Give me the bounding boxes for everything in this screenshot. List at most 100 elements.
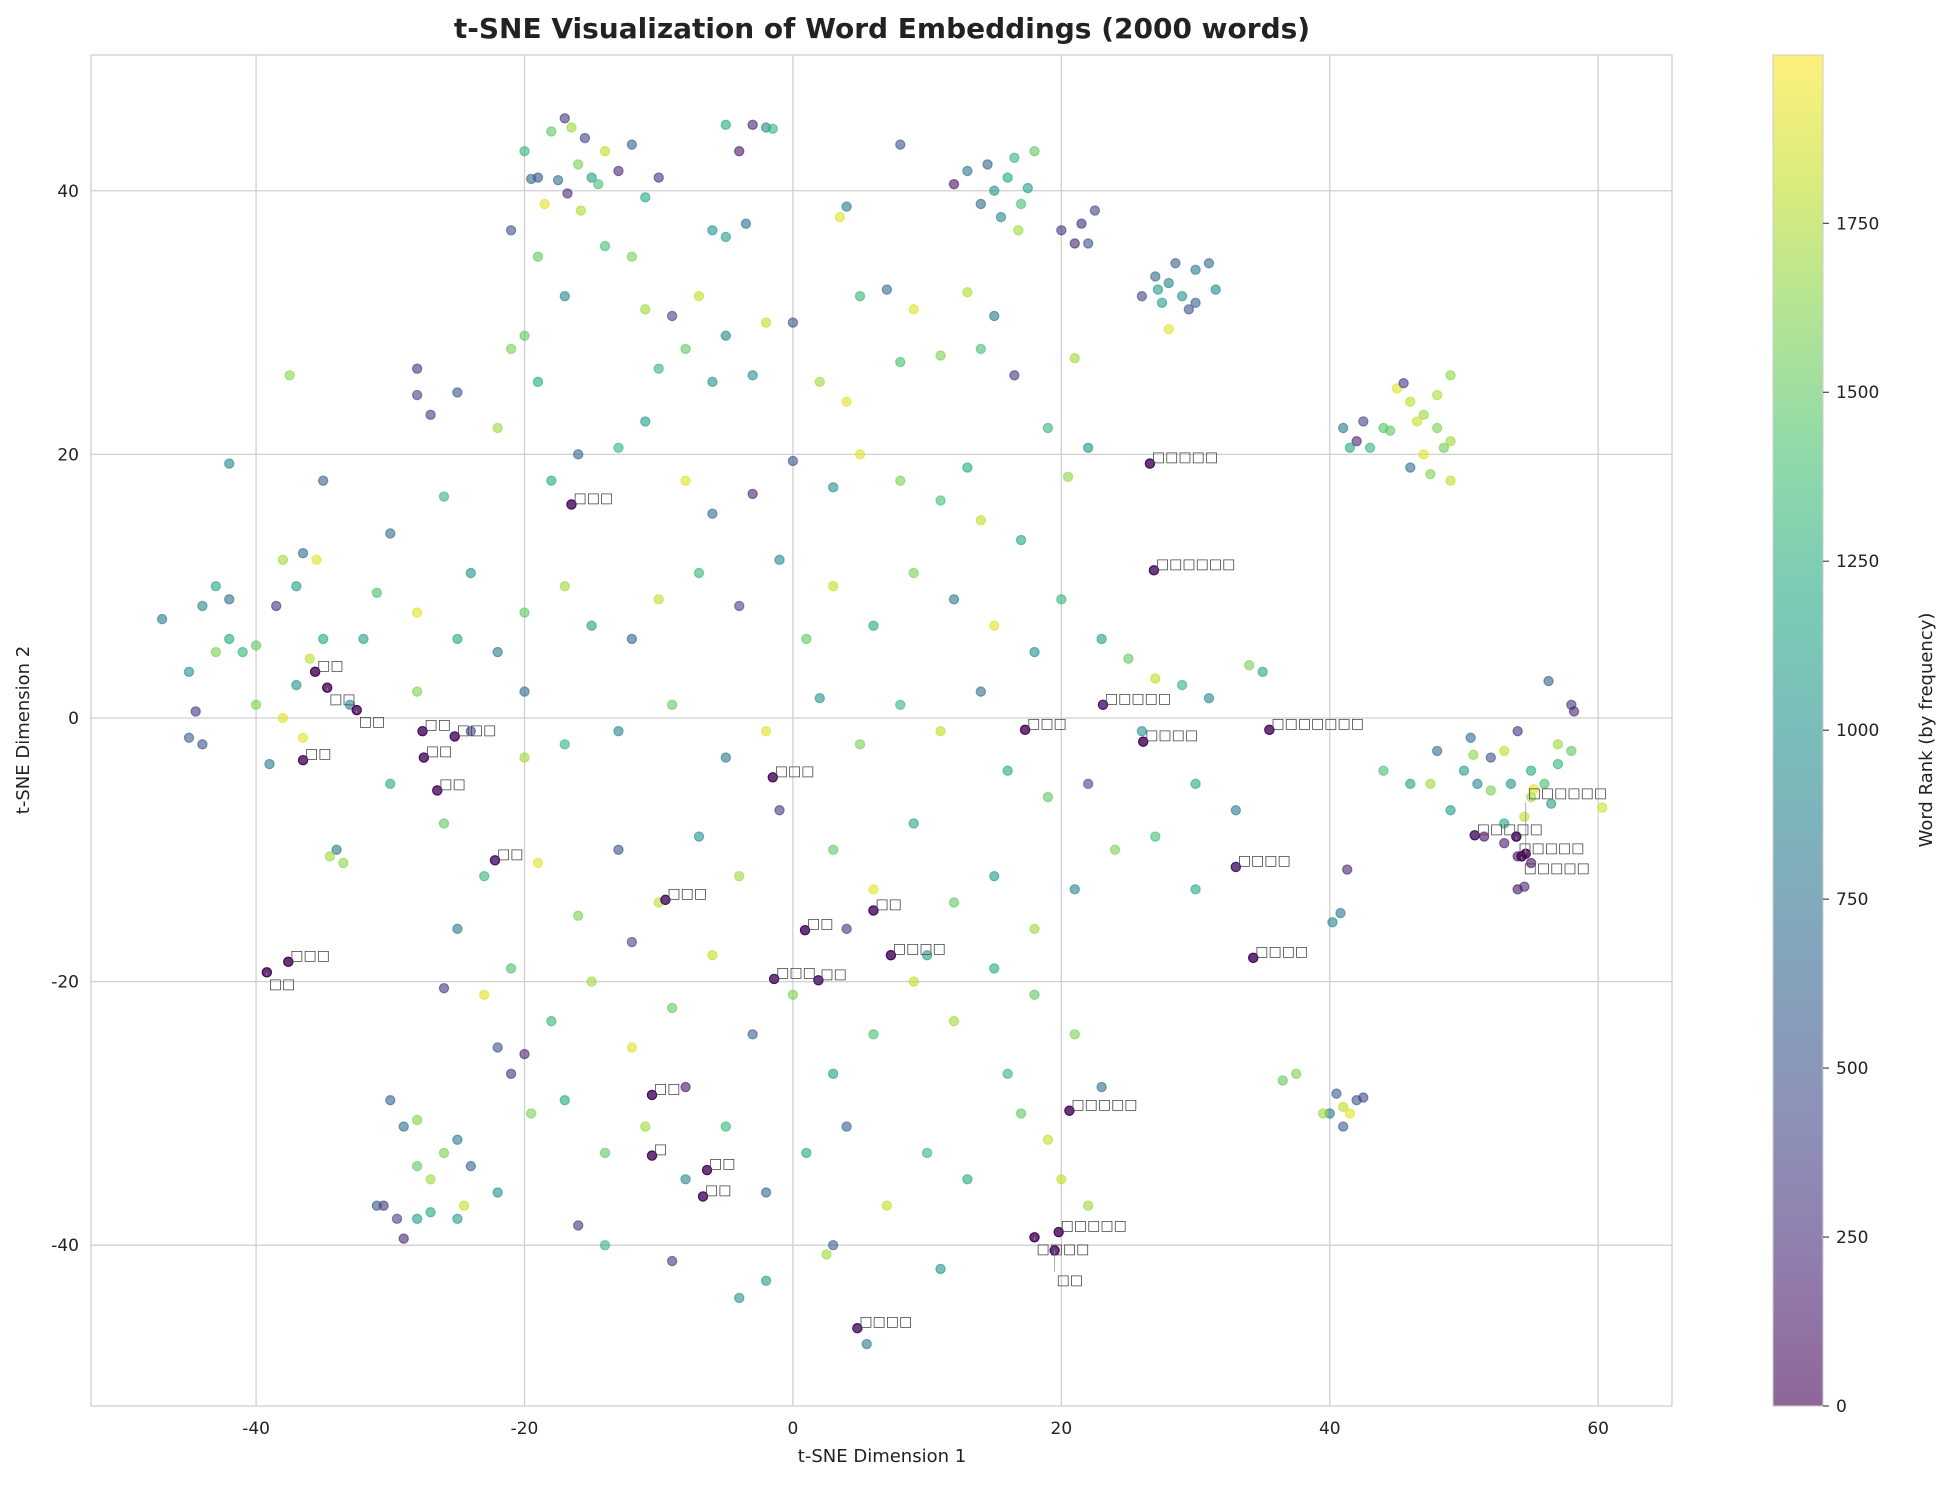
data-point	[532, 857, 544, 869]
data-point	[1418, 409, 1429, 421]
data-point	[1244, 660, 1255, 671]
data-point	[1425, 778, 1436, 790]
annotations-layer: □□□□□□□□□□□□□□□□□□□□□□□□□□□□□□□□□□□□□□□ □…	[269, 450, 1607, 1331]
word-annotation: □□	[329, 692, 355, 708]
annotated-point	[799, 924, 811, 936]
data-point	[1445, 370, 1456, 381]
data-point	[411, 1114, 423, 1126]
data-point	[1013, 225, 1024, 236]
data-point	[1089, 205, 1101, 216]
data-point	[1342, 864, 1353, 875]
data-point	[801, 633, 812, 645]
data-point	[1056, 594, 1067, 605]
data-point	[1069, 1029, 1080, 1040]
data-point	[854, 739, 866, 750]
data-point	[1015, 1108, 1027, 1119]
points-layer	[156, 113, 1608, 1350]
data-point	[438, 491, 450, 502]
data-point	[995, 211, 1007, 223]
data-point	[707, 508, 718, 519]
data-point	[1485, 785, 1497, 796]
data-point	[1335, 907, 1346, 919]
data-point	[1472, 778, 1483, 790]
data-point	[197, 600, 208, 612]
annotated-point	[1097, 699, 1109, 710]
annotated-point	[449, 731, 460, 742]
data-point	[1009, 370, 1020, 381]
word-annotation: □□	[705, 1182, 731, 1198]
data-point	[881, 284, 893, 295]
data-point	[1136, 725, 1148, 737]
y-tick-label: 20	[57, 445, 79, 465]
annotated-point	[297, 754, 309, 766]
data-point	[519, 1048, 530, 1060]
data-point	[1431, 745, 1443, 757]
word-annotation: □□□	[1027, 716, 1067, 732]
word-annotation: □□	[359, 714, 385, 730]
data-point	[1512, 725, 1523, 737]
data-point	[787, 455, 799, 467]
data-point	[411, 363, 423, 374]
plot-frame	[90, 54, 1673, 1407]
data-point	[398, 1233, 409, 1244]
data-point	[331, 844, 342, 855]
annotated-point	[1053, 1226, 1064, 1238]
colorbar-tick-label: 1000	[1836, 721, 1879, 741]
data-point	[425, 1174, 436, 1185]
data-point	[868, 620, 879, 631]
data-point	[1405, 462, 1416, 473]
data-point	[1568, 706, 1580, 717]
data-point	[626, 936, 638, 948]
data-point	[492, 422, 503, 434]
data-point	[1176, 679, 1188, 691]
data-point	[1539, 778, 1550, 790]
data-point	[787, 989, 799, 1000]
colorbar-tick-label: 250	[1836, 1228, 1868, 1248]
data-point	[519, 146, 530, 157]
word-annotation: □□□□	[859, 1314, 912, 1330]
data-point	[546, 126, 557, 137]
data-point	[526, 1108, 537, 1119]
data-point	[747, 370, 758, 381]
data-point	[989, 310, 1000, 322]
data-point	[277, 554, 289, 566]
data-point	[1438, 442, 1450, 453]
data-point	[559, 580, 570, 592]
data-point	[814, 693, 825, 704]
data-point	[1405, 396, 1416, 407]
annotated-point	[566, 499, 577, 510]
word-annotation: □□□	[776, 965, 816, 981]
annotated-point	[646, 1150, 658, 1161]
data-point	[613, 165, 624, 177]
data-point	[653, 172, 664, 183]
word-annotation: □□□□□□□	[1271, 716, 1364, 732]
data-point	[1468, 749, 1479, 761]
data-point	[720, 752, 732, 763]
data-point	[1009, 152, 1020, 164]
data-point	[599, 1239, 611, 1251]
colorbar-ticks: 0 250 500 750 1000 1250 1500 1750	[1823, 214, 1879, 1417]
data-point	[1485, 752, 1497, 763]
data-point	[720, 1121, 732, 1132]
data-point	[1327, 917, 1338, 928]
data-point	[613, 442, 624, 453]
data-point	[760, 1275, 772, 1286]
annotated-point	[813, 975, 824, 986]
data-point	[895, 699, 906, 710]
data-point	[895, 356, 906, 368]
data-point	[465, 567, 477, 579]
data-point	[734, 870, 745, 882]
colorbar-gradient	[1773, 55, 1823, 1406]
data-point	[1136, 291, 1148, 302]
data-point	[787, 317, 799, 328]
data-point	[1002, 765, 1013, 776]
y-axis-ticks: -40 -20 0 20 40	[51, 182, 79, 1256]
data-point	[774, 554, 785, 566]
data-point	[707, 376, 718, 388]
data-point	[1337, 1121, 1349, 1132]
data-point	[1597, 802, 1608, 813]
data-point	[224, 594, 235, 605]
data-point	[1069, 884, 1080, 895]
x-axis-label: t-SNE Dimension 1	[798, 1446, 966, 1467]
